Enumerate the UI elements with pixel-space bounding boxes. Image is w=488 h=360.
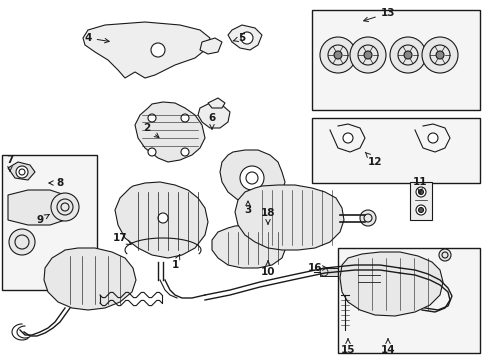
Circle shape [438, 249, 450, 261]
Text: 1: 1 [171, 255, 180, 270]
Text: 3: 3 [244, 201, 251, 215]
Text: 9: 9 [37, 215, 49, 225]
Circle shape [415, 187, 425, 197]
Polygon shape [339, 252, 442, 316]
Polygon shape [8, 190, 65, 225]
Text: 17: 17 [112, 233, 131, 244]
Polygon shape [8, 162, 35, 180]
Polygon shape [115, 182, 207, 258]
Circle shape [363, 51, 371, 59]
Bar [337, 248, 479, 353]
Bar [2, 155, 97, 290]
Circle shape [181, 148, 189, 156]
Text: 11: 11 [412, 177, 427, 193]
Circle shape [9, 229, 35, 255]
Circle shape [418, 207, 423, 212]
Circle shape [349, 37, 385, 73]
Polygon shape [44, 248, 136, 310]
Text: 14: 14 [380, 339, 394, 355]
Circle shape [241, 32, 252, 44]
Bar [311, 10, 479, 110]
Circle shape [151, 43, 164, 57]
Circle shape [421, 37, 457, 73]
Text: 5: 5 [232, 33, 245, 43]
Text: 12: 12 [365, 152, 382, 167]
Circle shape [16, 166, 28, 178]
Circle shape [427, 133, 437, 143]
Polygon shape [83, 22, 209, 78]
Text: 2: 2 [143, 123, 159, 138]
Circle shape [435, 51, 443, 59]
Polygon shape [198, 103, 229, 128]
Polygon shape [200, 38, 222, 54]
Circle shape [19, 169, 25, 175]
Circle shape [240, 166, 264, 190]
Circle shape [148, 148, 156, 156]
Circle shape [158, 213, 168, 223]
Text: 13: 13 [363, 8, 394, 22]
Circle shape [418, 189, 423, 194]
Bar [409, 182, 431, 220]
Text: 4: 4 [84, 33, 109, 43]
Circle shape [389, 37, 425, 73]
Polygon shape [212, 225, 285, 268]
Circle shape [403, 51, 411, 59]
Circle shape [415, 205, 425, 215]
Polygon shape [227, 25, 262, 50]
Text: 15: 15 [340, 339, 354, 355]
Text: 6: 6 [208, 113, 215, 129]
Circle shape [342, 133, 352, 143]
Polygon shape [235, 185, 343, 250]
Polygon shape [207, 98, 224, 108]
Circle shape [319, 37, 355, 73]
Polygon shape [220, 150, 285, 205]
Text: 10: 10 [260, 261, 275, 277]
Circle shape [359, 210, 375, 226]
Circle shape [333, 51, 341, 59]
Text: 16: 16 [307, 263, 327, 273]
Circle shape [51, 193, 79, 221]
Text: 7: 7 [6, 155, 14, 171]
Text: 8: 8 [49, 178, 63, 188]
Circle shape [340, 288, 348, 296]
Circle shape [148, 114, 156, 122]
Circle shape [319, 268, 327, 276]
Text: 18: 18 [260, 208, 275, 224]
Bar [319, 268, 337, 276]
Bar [311, 118, 479, 183]
Circle shape [181, 114, 189, 122]
Polygon shape [135, 102, 204, 162]
